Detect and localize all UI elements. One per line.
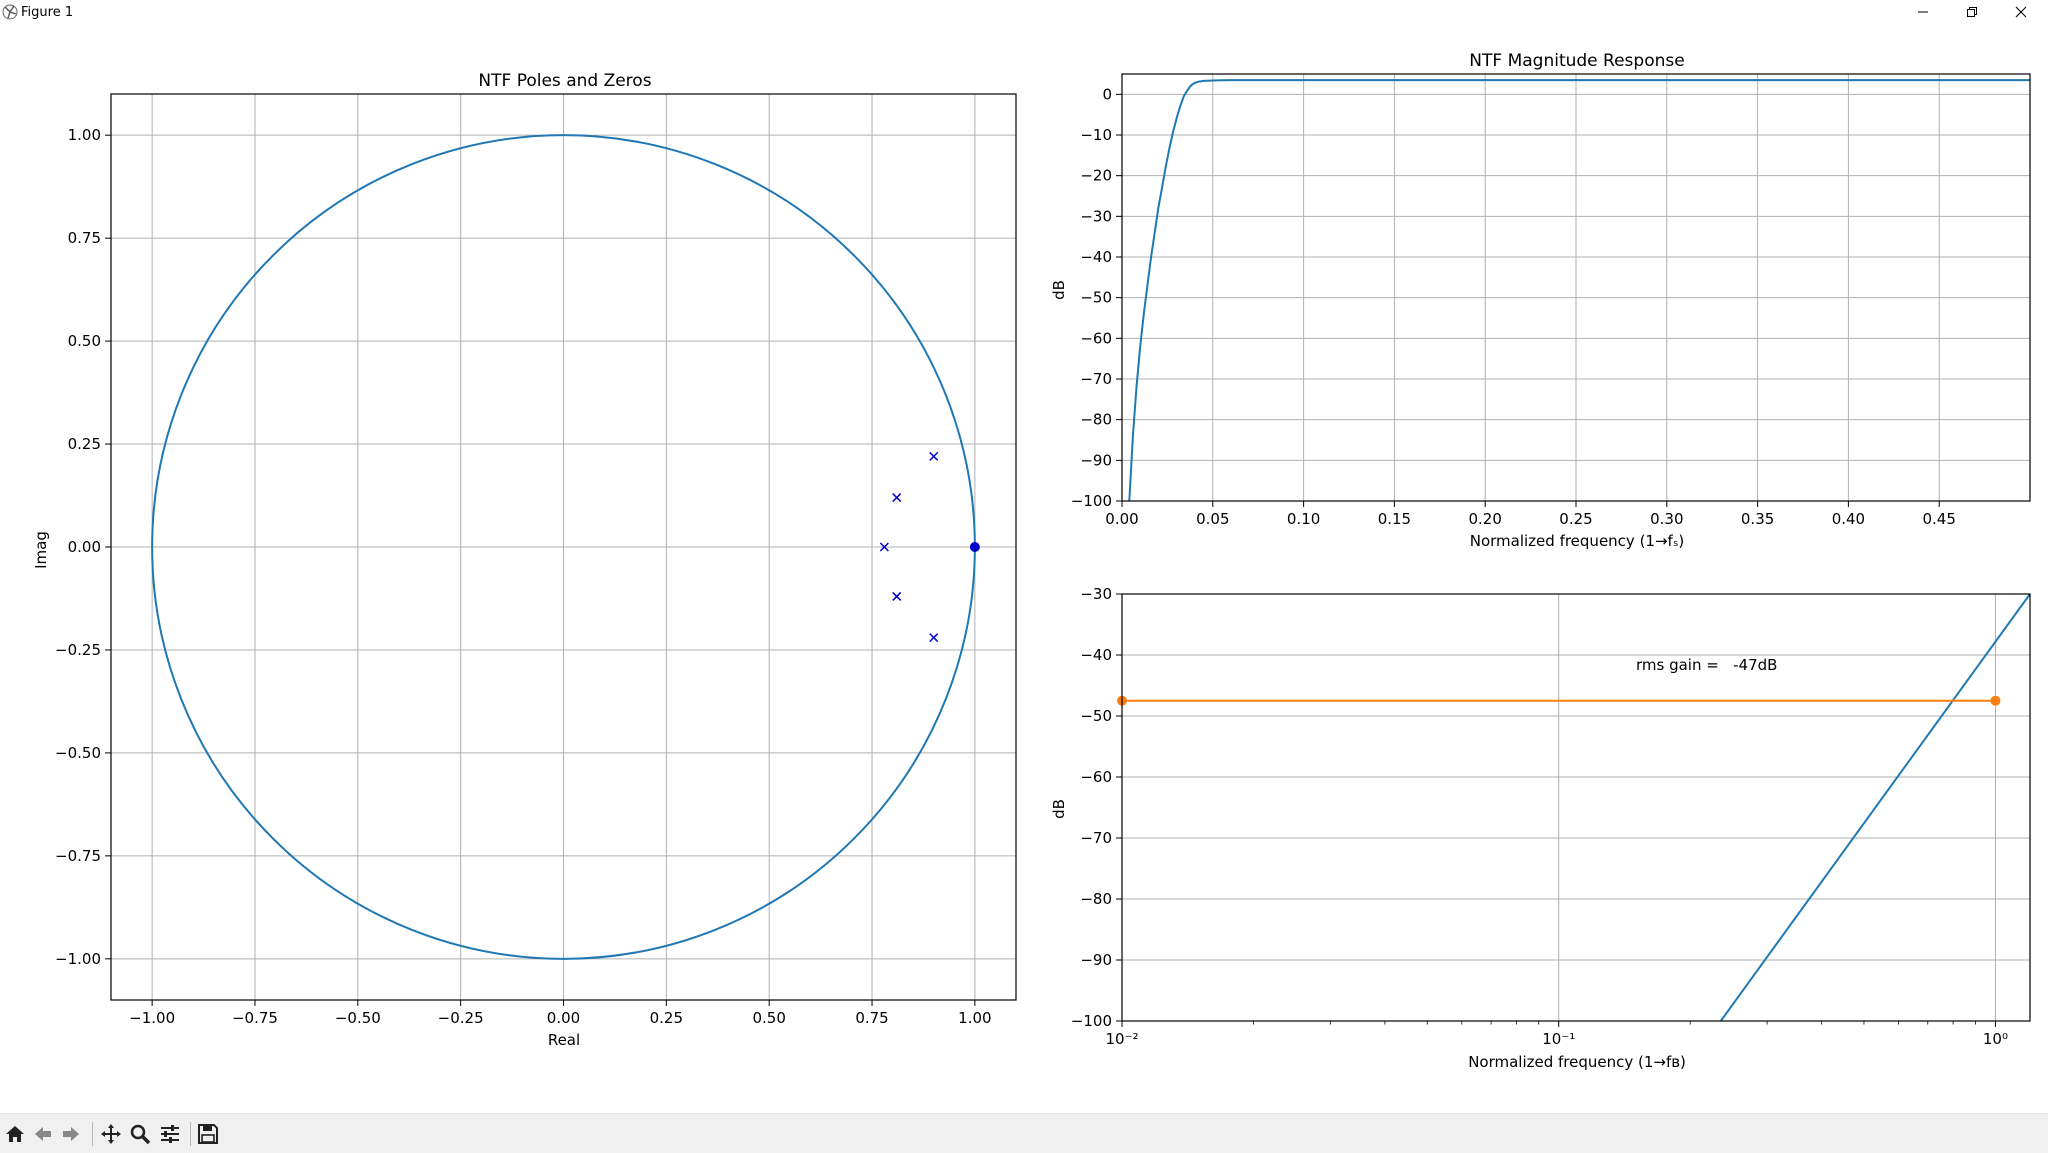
pz-ytick-label: 1.00 <box>68 126 101 144</box>
band-xtick-label: 10⁰ <box>1983 1030 2008 1048</box>
mag-ytick-label: −20 <box>1080 167 1112 185</box>
mag-xtick-label: 0.00 <box>1105 510 1138 528</box>
zero-marker <box>969 542 980 552</box>
close-button[interactable] <box>1998 0 2044 24</box>
pz-xtick-label: 0.00 <box>547 1009 580 1027</box>
mag-xtick-label: 0.15 <box>1378 510 1411 528</box>
magnitude-response-plot: NTF Magnitude Response Normalized freque… <box>1050 51 2031 550</box>
pole-marker <box>929 633 939 643</box>
configure-subplots-button[interactable] <box>157 1121 183 1147</box>
save-button[interactable] <box>195 1121 221 1147</box>
pz-xtick-label: −0.50 <box>335 1009 381 1027</box>
mag-xtick-label: 0.10 <box>1287 510 1320 528</box>
minimize-icon <box>1918 11 1928 13</box>
ntf-band-line <box>1719 593 2031 1022</box>
home-icon <box>6 1126 24 1142</box>
pz-xtick-label: −1.00 <box>129 1009 175 1027</box>
mag-ytick-label: 0 <box>1102 85 1112 103</box>
band-response-plot: Normalized frequency (1→fʙ) dB rms gain … <box>1050 585 2031 1071</box>
pz-xtick-label: 1.00 <box>958 1009 991 1027</box>
band-ytick-label: −100 <box>1071 1012 1112 1030</box>
restore-icon <box>1967 7 1977 17</box>
pz-xtick-label: 0.75 <box>855 1009 888 1027</box>
band-ytick-label: −40 <box>1080 646 1112 664</box>
mag-xtick-label: 0.05 <box>1196 510 1229 528</box>
pz-xtick-label: −0.75 <box>232 1009 278 1027</box>
band-ylabel: dB <box>1050 799 1068 819</box>
ntf-magnitude-line <box>1128 79 2030 502</box>
mag-ytick-label: −30 <box>1080 207 1112 225</box>
mag-xtick-label: 0.45 <box>1922 510 1955 528</box>
pz-xtick-label: −0.25 <box>438 1009 484 1027</box>
band-xlabel: Normalized frequency (1→fʙ) <box>1468 1053 1686 1071</box>
home-button[interactable] <box>2 1121 28 1147</box>
band-xtick-label: 10⁻² <box>1105 1030 1138 1048</box>
window-title: Figure 1 <box>21 5 74 20</box>
rms-gain-point <box>1990 695 2001 706</box>
configure-subplots-icon <box>161 1125 179 1143</box>
band-frame <box>1121 593 2031 1022</box>
pan-button[interactable] <box>98 1121 124 1147</box>
pz-ytick-label: 0.00 <box>68 538 101 556</box>
pz-title: NTF Poles and Zeros <box>478 71 651 91</box>
band-ytick-label: −70 <box>1080 829 1112 847</box>
mag-ytick-label: −10 <box>1080 126 1112 144</box>
mag-ytick-label: −40 <box>1080 248 1112 266</box>
band-ytick-label: −90 <box>1080 951 1112 969</box>
mag-xtick-label: 0.25 <box>1559 510 1592 528</box>
rms-gain-annotation: rms gain = -47dB <box>1636 656 1777 674</box>
pole-zero-plot: NTF Poles and Zeros Real Imag −1.00 −0.75… <box>32 71 1017 1049</box>
back-button[interactable] <box>30 1121 56 1147</box>
pz-ytick-label: −0.25 <box>55 641 101 659</box>
band-xtick-label: 10⁻¹ <box>1542 1030 1575 1048</box>
pz-ytick-label: 0.75 <box>68 229 101 247</box>
pole-marker <box>879 542 889 552</box>
close-icon <box>2015 6 2027 18</box>
mag-ytick-label: −100 <box>1071 492 1112 510</box>
pz-ytick-label: −0.50 <box>55 744 101 762</box>
back-icon <box>35 1127 51 1141</box>
mag-xtick-label: 0.20 <box>1468 510 1501 528</box>
mag-ytick-label: −60 <box>1080 329 1112 347</box>
pole-marker <box>929 451 939 461</box>
mag-ytick-label: −90 <box>1080 451 1112 469</box>
mag-ylabel: dB <box>1050 280 1068 300</box>
band-ytick-label: −60 <box>1080 768 1112 786</box>
band-ytick-label: −30 <box>1080 585 1112 603</box>
pz-xtick-label: 0.25 <box>650 1009 683 1027</box>
mag-ytick-label: −80 <box>1080 411 1112 429</box>
mag-xlabel: Normalized frequency (1→fₛ) <box>1470 532 1685 550</box>
mag-ytick-label: −50 <box>1080 289 1112 307</box>
figure-canvas: NTF Poles and Zeros Real Imag −1.00 −0.75… <box>32 51 2031 1071</box>
pole-marker <box>892 493 902 503</box>
zoom-icon <box>130 1124 151 1145</box>
matplotlib-icon <box>2 4 18 20</box>
zoom-button[interactable] <box>127 1121 153 1147</box>
toolbar-separator <box>92 1122 93 1146</box>
forward-button[interactable] <box>58 1121 84 1147</box>
toolbar-separator <box>190 1122 191 1146</box>
mag-xtick-label: 0.30 <box>1650 510 1683 528</box>
pz-ytick-label: −0.75 <box>55 847 101 865</box>
mag-xtick-label: 0.35 <box>1741 510 1774 528</box>
band-ytick-label: −80 <box>1080 890 1112 908</box>
mag-title: NTF Magnitude Response <box>1469 51 1684 71</box>
band-ytick-label: −50 <box>1080 707 1112 725</box>
restore-button[interactable] <box>1949 0 1995 24</box>
pz-xlabel: Real <box>548 1031 580 1049</box>
save-icon <box>198 1124 218 1144</box>
forward-icon <box>63 1127 79 1141</box>
pz-ytick-label: 0.50 <box>68 332 101 350</box>
window-titlebar: Figure 1 <box>0 0 2048 26</box>
pz-ytick-label: −1.00 <box>55 950 101 968</box>
pz-ylabel: Imag <box>32 531 50 569</box>
pole-marker <box>892 591 902 601</box>
pz-xtick-label: 0.50 <box>752 1009 785 1027</box>
pan-icon <box>101 1124 121 1144</box>
navigation-toolbar <box>0 1113 2048 1153</box>
mag-xtick-label: 0.40 <box>1832 510 1865 528</box>
pz-ytick-label: 0.25 <box>68 435 101 453</box>
minimize-button[interactable] <box>1900 0 1946 24</box>
mag-ytick-label: −70 <box>1080 370 1112 388</box>
